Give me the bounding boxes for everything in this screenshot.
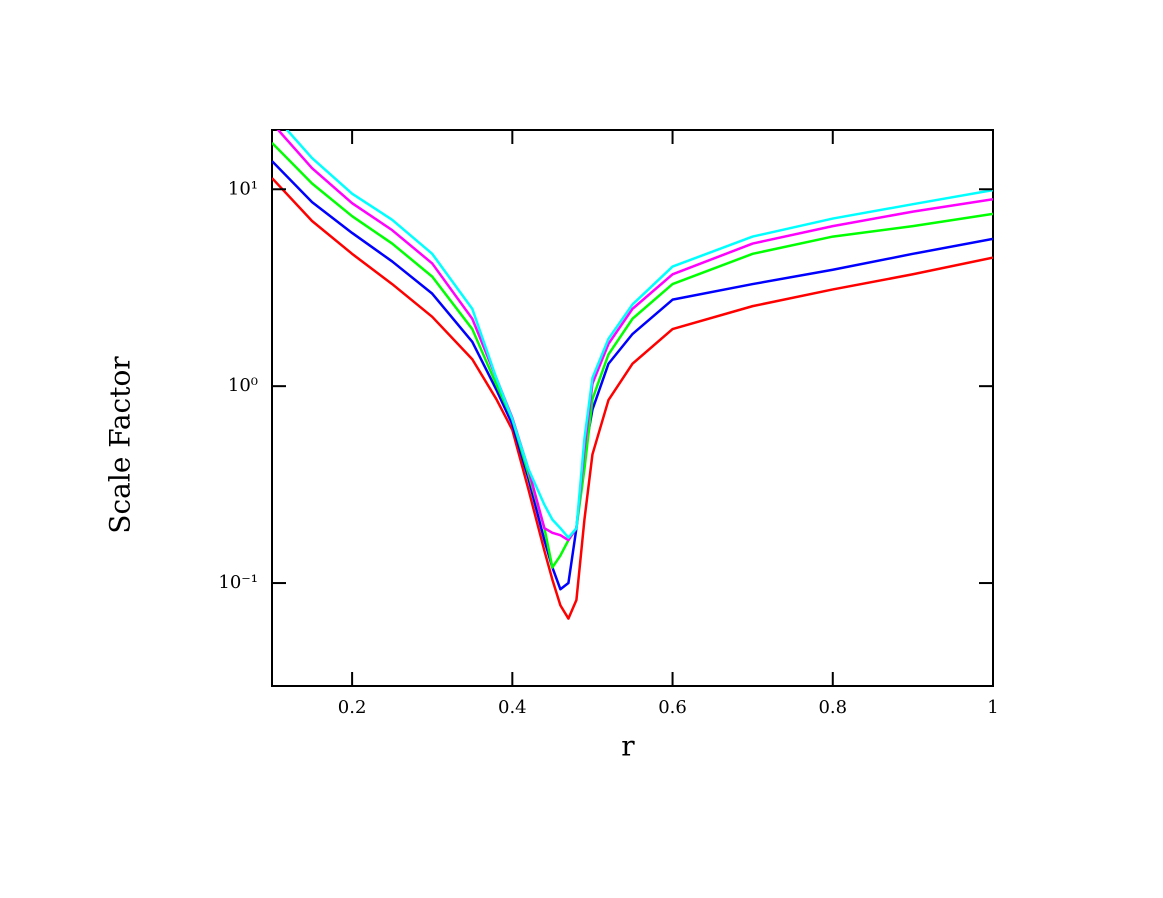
x-tick-label: 0.6: [658, 697, 687, 718]
series-line: [272, 142, 993, 569]
series-line: [285, 130, 993, 539]
x-tick-label: 0.2: [338, 697, 367, 718]
series-line: [276, 130, 993, 542]
y-tick-label: 10¹: [228, 178, 258, 199]
series-line: [272, 160, 993, 591]
series-line: [272, 177, 993, 620]
lines: [272, 130, 993, 620]
y-axis-title: Scale Factor: [104, 356, 137, 534]
x-tick-label: 1: [987, 697, 998, 718]
x-axis-title: r: [621, 730, 635, 763]
plot-frame: [271, 129, 994, 687]
x-tick-label: 0.8: [818, 697, 847, 718]
y-tick-label: 10⁻¹: [218, 572, 258, 593]
y-tick-label: 10⁰: [228, 375, 258, 396]
x-tick-label: 0.4: [498, 697, 527, 718]
